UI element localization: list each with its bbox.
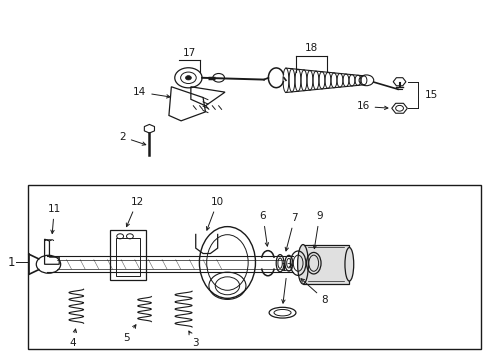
Text: 12: 12 [126, 197, 143, 227]
Text: 1: 1 [8, 256, 16, 269]
Bar [303, 244, 348, 284]
Bar [27, 185, 480, 348]
Text: 13: 13 [280, 263, 293, 303]
Bar [110, 230, 145, 280]
Text: 15: 15 [424, 90, 437, 100]
Text: 2: 2 [119, 132, 145, 145]
Text: 6: 6 [259, 211, 268, 246]
Text: 3: 3 [188, 331, 199, 348]
Text: 10: 10 [206, 197, 224, 230]
Text: 18: 18 [304, 43, 317, 53]
Text: 5: 5 [123, 325, 136, 343]
Text: 4: 4 [69, 329, 77, 348]
Text: 8: 8 [301, 279, 327, 305]
Text: 14: 14 [133, 87, 170, 98]
Text: 17: 17 [183, 48, 196, 58]
Ellipse shape [344, 248, 353, 281]
Circle shape [185, 76, 191, 80]
Text: 16: 16 [356, 102, 387, 112]
Text: 9: 9 [313, 211, 322, 249]
Bar [116, 238, 140, 276]
Text: 7: 7 [285, 213, 297, 251]
Text: 11: 11 [48, 204, 61, 234]
Ellipse shape [297, 244, 308, 284]
